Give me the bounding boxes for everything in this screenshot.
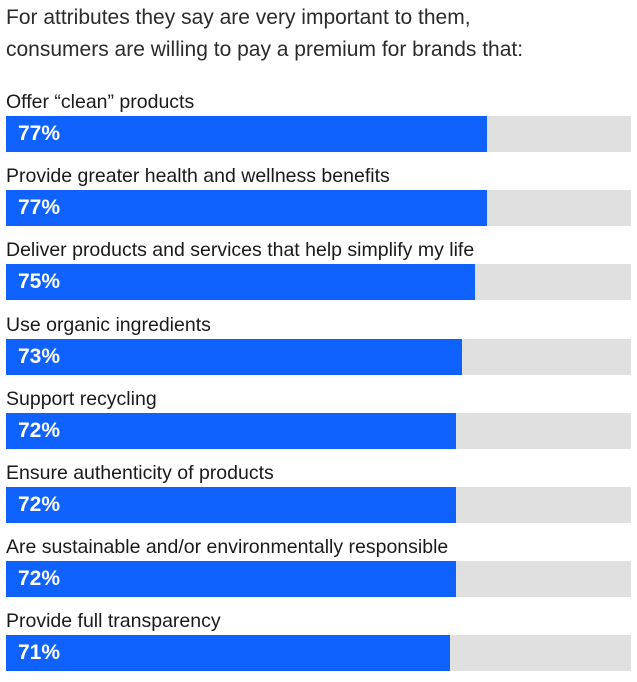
bar-row: Ensure authenticity of products 72% [6,459,631,533]
category-label: Ensure authenticity of products [6,461,274,484]
bar: 77% [6,116,488,152]
bar: 75% [6,264,475,301]
bar-row: Provide greater health and wellness bene… [6,162,631,236]
value-label: 77% [18,196,61,220]
bar-track: 75% [6,264,631,301]
bar-row: Use organic ingredients 73% [6,311,631,385]
bar: 72% [6,412,456,449]
bar: 73% [6,338,463,375]
value-label: 77% [18,122,61,145]
bar: 72% [6,486,456,523]
chart-title-line-2: consumers are willing to pay a premium f… [6,38,524,61]
category-label: Support recycling [6,387,157,410]
bar: 72% [6,561,456,598]
bar-row: Are sustainable and/or environmentally r… [6,533,631,607]
value-label: 75% [18,270,61,294]
value-label: 73% [18,344,61,368]
chart-title: For attributes they say are very importa… [6,2,631,66]
category-label: Use organic ingredients [6,313,211,336]
bar-track: 77% [6,116,631,152]
chart-title-line-1: For attributes they say are very importa… [6,6,471,29]
value-label: 72% [18,567,61,591]
value-label: 72% [18,418,61,442]
bar-track: 77% [6,190,631,227]
bar-track: 73% [6,338,631,375]
bar-track: 72% [6,561,631,598]
category-label: Provide greater health and wellness bene… [6,165,390,188]
value-label: 71% [18,641,61,665]
bar-track: 72% [6,486,631,523]
category-label: Provide full transparency [6,610,221,633]
bar-row: Provide full transparency 71% [6,607,631,681]
category-label: Offer “clean” products [6,91,195,113]
bar-chart: Offer “clean” products 77% Provide greater… [6,88,631,682]
bar: 71% [6,635,450,672]
bar-track: 72% [6,412,631,449]
value-label: 72% [18,492,61,516]
bar-track: 71% [6,635,631,672]
bar-row: Support recycling 72% [6,385,631,459]
bar-row: Deliver products and services that help … [6,236,631,310]
category-label: Deliver products and services that help … [6,239,475,262]
bar: 77% [6,190,488,227]
bar-row: Offer “clean” products 77% [6,88,631,162]
category-label: Are sustainable and/or environmentally r… [6,536,449,559]
